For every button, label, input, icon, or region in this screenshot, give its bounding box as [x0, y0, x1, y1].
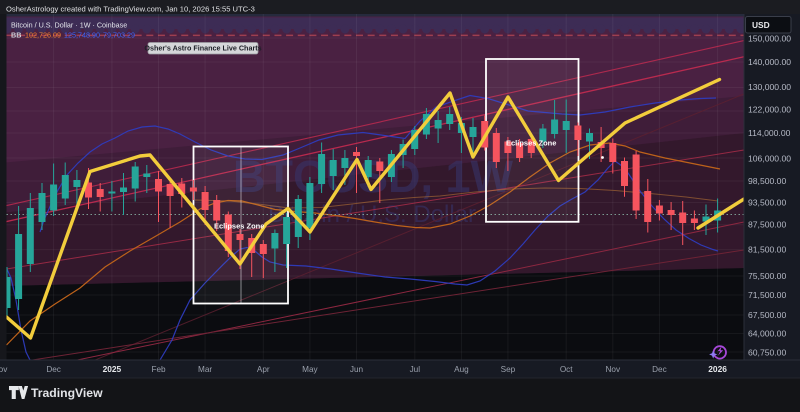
svg-text:ov: ov — [0, 365, 8, 374]
svg-text:87,500.00: 87,500.00 — [748, 220, 786, 230]
svg-text:Mar: Mar — [198, 365, 212, 374]
svg-text:Feb: Feb — [151, 365, 166, 374]
svg-text:98,500.00: 98,500.00 — [748, 176, 786, 186]
svg-text:114,000.00: 114,000.00 — [748, 128, 791, 138]
svg-text:BTCUSD, 1W: BTCUSD, 1W — [233, 151, 514, 202]
svg-text:2025: 2025 — [103, 364, 122, 374]
svg-text:122,000.00: 122,000.00 — [748, 104, 791, 114]
svg-text:Eclipses Zone: Eclipses Zone — [214, 221, 264, 230]
svg-text:102,726.09: 102,726.09 — [25, 31, 61, 40]
svg-text:67,500.00: 67,500.00 — [748, 310, 786, 320]
svg-text:79,703.29: 79,703.29 — [103, 31, 135, 40]
svg-text:93,500.00: 93,500.00 — [748, 198, 786, 208]
svg-text:125,748.90: 125,748.90 — [64, 31, 100, 40]
svg-text:Dec: Dec — [46, 365, 61, 374]
svg-text:Oct: Oct — [560, 365, 573, 374]
svg-text:Sep: Sep — [501, 365, 516, 374]
svg-text:Apr: Apr — [257, 365, 270, 374]
svg-text:May: May — [302, 365, 318, 374]
svg-text:Dec: Dec — [652, 365, 667, 374]
svg-text:106,000.00: 106,000.00 — [748, 153, 791, 163]
svg-text:Jul: Jul — [410, 365, 421, 374]
svg-text:130,000.00: 130,000.00 — [748, 82, 791, 92]
svg-text:Eclipses Zone: Eclipses Zone — [506, 139, 556, 148]
svg-text:140,000.00: 140,000.00 — [748, 57, 791, 67]
svg-text:60,750.00: 60,750.00 — [748, 347, 786, 357]
svg-text:64,000.00: 64,000.00 — [748, 329, 786, 339]
svg-text:Aug: Aug — [454, 365, 469, 374]
svg-text:Osher's Astro Finance Live Cha: Osher's Astro Finance Live Charts — [144, 44, 261, 53]
svg-text:81,500.00: 81,500.00 — [748, 244, 786, 254]
svg-text:Nov: Nov — [606, 365, 621, 374]
svg-text:71,500.00: 71,500.00 — [748, 290, 786, 300]
svg-text:Bitcoin / U.S. Dollar · 1W · C: Bitcoin / U.S. Dollar · 1W · Coinbase — [11, 21, 127, 30]
svg-text:150,000.00: 150,000.00 — [748, 33, 791, 43]
svg-text:75,500.00: 75,500.00 — [748, 271, 786, 281]
svg-text:BB: BB — [11, 31, 21, 40]
svg-text:USD: USD — [752, 20, 770, 30]
svg-text:2026: 2026 — [708, 364, 727, 374]
svg-text:Jun: Jun — [350, 365, 364, 374]
svg-text:OsherAstrology created with Tr: OsherAstrology created with TradingView.… — [6, 5, 255, 14]
svg-text:TradingView: TradingView — [31, 386, 103, 400]
